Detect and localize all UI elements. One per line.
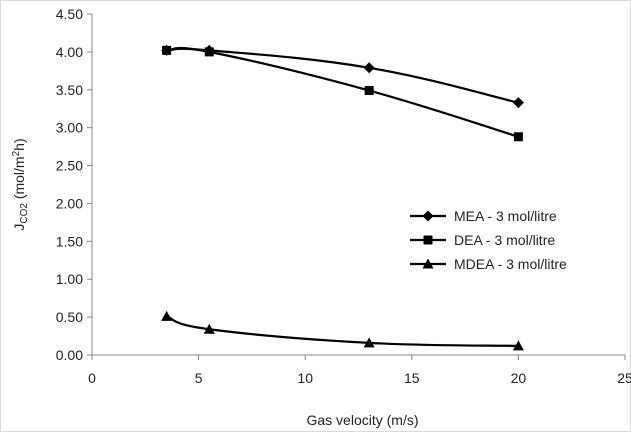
- series-line: [166, 46, 519, 138]
- y-axis-title-main: J: [11, 224, 27, 231]
- legend-item: MEA - 3 mol/litre: [410, 208, 557, 224]
- axes: [91, 14, 625, 356]
- data-point: [162, 45, 172, 55]
- y-tick-label: 1.50: [56, 233, 83, 249]
- data-point: [512, 340, 524, 351]
- legend-item: DEA - 3 mol/litre: [410, 232, 555, 248]
- legend-marker: [423, 235, 433, 245]
- series-square: [162, 45, 523, 142]
- legend: MEA - 3 mol/litre DEA - 3 mol/litre MDEA -…: [410, 208, 567, 272]
- legend-item: MDEA - 3 mol/litre: [410, 256, 567, 272]
- x-ticks: 0 5 10 15 20 25: [88, 355, 631, 386]
- y-tick-label: 3.50: [56, 82, 83, 98]
- series-diamond: [161, 44, 524, 109]
- legend-label: DEA - 3 mol/litre: [454, 232, 555, 248]
- y-axis-title-rest: (mol/m: [11, 156, 27, 203]
- legend-label: MEA - 3 mol/litre: [454, 208, 557, 224]
- data-point: [204, 47, 214, 57]
- y-axis-title: JCO2 (mol/m2h): [11, 138, 30, 230]
- y-ticks: 0.00 0.50 1.00 1.50 2.00 2.50 3.00 3.50 4.00 4.50: [56, 6, 92, 363]
- y-tick-label: 0.00: [56, 347, 83, 363]
- x-tick-label: 5: [195, 370, 203, 386]
- y-tick-label: 2.50: [56, 158, 83, 174]
- y-axis-title-sup: 2: [11, 150, 22, 156]
- data-point: [203, 323, 215, 334]
- legend-label: MDEA - 3 mol/litre: [454, 256, 567, 272]
- x-tick-label: 0: [88, 370, 96, 386]
- x-tick-label: 25: [617, 370, 631, 386]
- y-tick-label: 4.50: [56, 6, 83, 22]
- y-tick-label: 0.50: [56, 309, 83, 325]
- series-line: [166, 47, 519, 104]
- x-tick-label: 10: [297, 370, 313, 386]
- data-point: [161, 310, 173, 321]
- data-point: [364, 86, 374, 96]
- x-axis-title: Gas velocity (m/s): [306, 412, 418, 428]
- data-point: [363, 62, 375, 74]
- y-axis-title-end: h): [11, 138, 27, 150]
- legend-marker: [422, 258, 434, 269]
- legend-marker: [422, 210, 434, 222]
- data-point: [363, 337, 375, 348]
- x-tick-label: 15: [404, 370, 420, 386]
- series-line: [166, 315, 519, 348]
- y-tick-label: 3.00: [56, 120, 83, 136]
- y-axis-title-sub: CO2: [19, 203, 30, 224]
- y-tick-label: 4.00: [56, 44, 83, 60]
- series-group: [161, 44, 524, 351]
- data-point: [513, 132, 523, 142]
- y-tick-label: 2.00: [56, 195, 83, 211]
- x-tick-label: 20: [511, 370, 527, 386]
- data-point: [512, 97, 524, 109]
- y-tick-label: 1.00: [56, 271, 83, 287]
- series-triangle: [161, 310, 524, 351]
